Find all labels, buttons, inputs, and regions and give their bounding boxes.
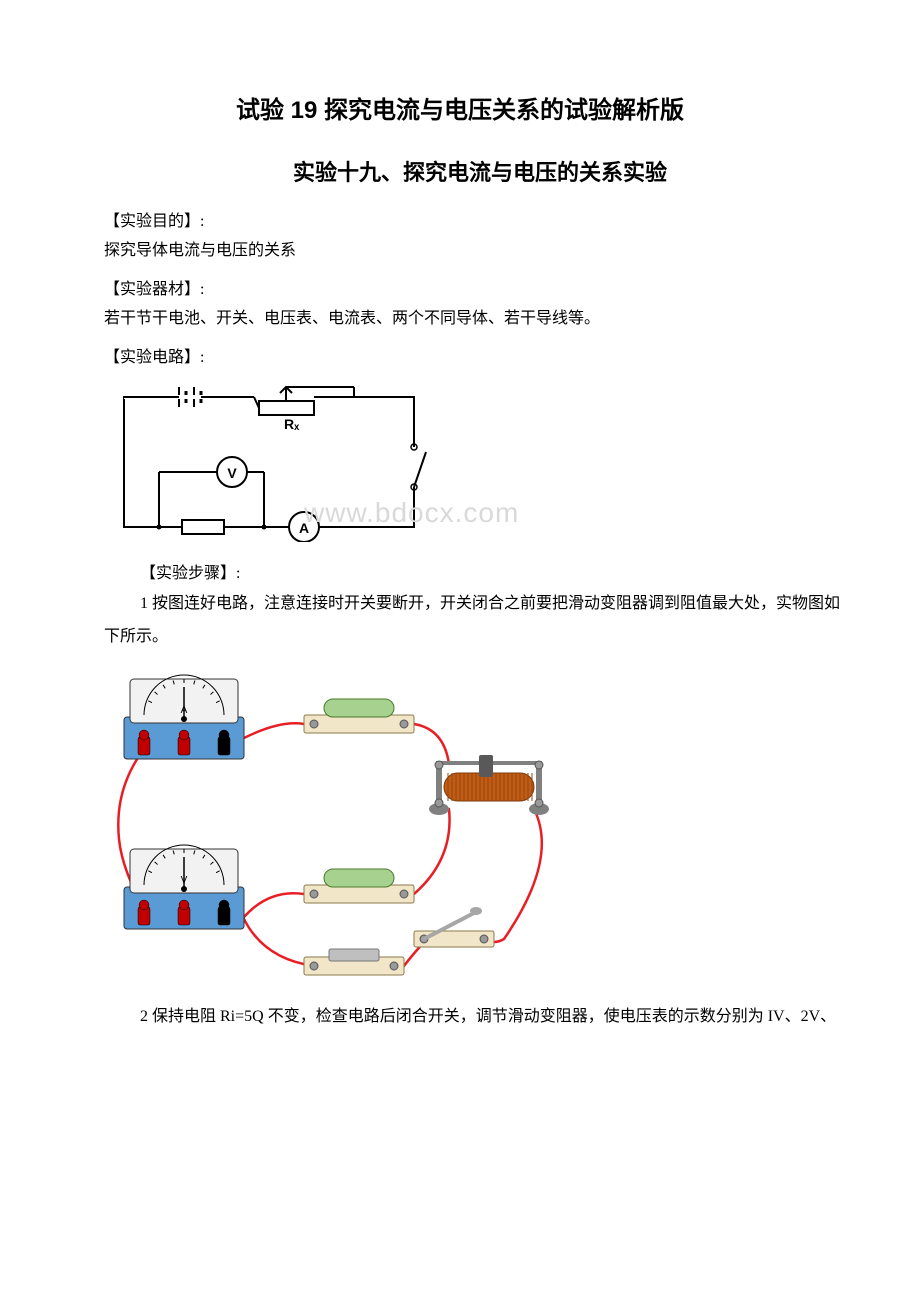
physical-circuit: AV — [104, 659, 564, 989]
svg-text:A: A — [181, 705, 188, 716]
purpose-header: 【实验目的】: — [104, 207, 840, 231]
step-1-a: 1 按图连好电路，注意连接时开关要断开，开关闭合之前要把滑动变阻器调到阻值最大处… — [140, 591, 840, 617]
page-title: 试验 19 探究电流与电压关系的试验解析版 — [80, 90, 840, 125]
steps-header: 【实验步骤】: — [140, 559, 840, 583]
equipment-header: 【实验器材】: — [104, 275, 840, 299]
step-2: 2 保持电阻 Ri=5Q 不变，检查电路后闭合开关，调节滑动变阻器，使电压表的示… — [140, 1004, 840, 1030]
equipment-text: 若干节干电池、开关、电压表、电流表、两个不同导体、若干导线等。 — [104, 307, 840, 331]
circuit-schematic: Rₓ A V — [104, 377, 434, 542]
purpose-text: 探究导体电流与电压的关系 — [104, 239, 840, 263]
svg-text:Rₓ: Rₓ — [284, 416, 300, 432]
experiment-title: 实验十九、探究电流与电压的关系实验 — [120, 155, 840, 187]
svg-text:V: V — [181, 875, 188, 886]
svg-text:A: A — [299, 520, 309, 536]
circuit-header: 【实验电路】: — [104, 343, 840, 367]
circuit-diagram-figure: RₓAV www.bdocx.com — [104, 377, 840, 547]
physical-diagram-figure: AV — [104, 659, 840, 994]
svg-text:V: V — [227, 465, 237, 481]
step-1-b: 下所示。 — [104, 625, 840, 649]
